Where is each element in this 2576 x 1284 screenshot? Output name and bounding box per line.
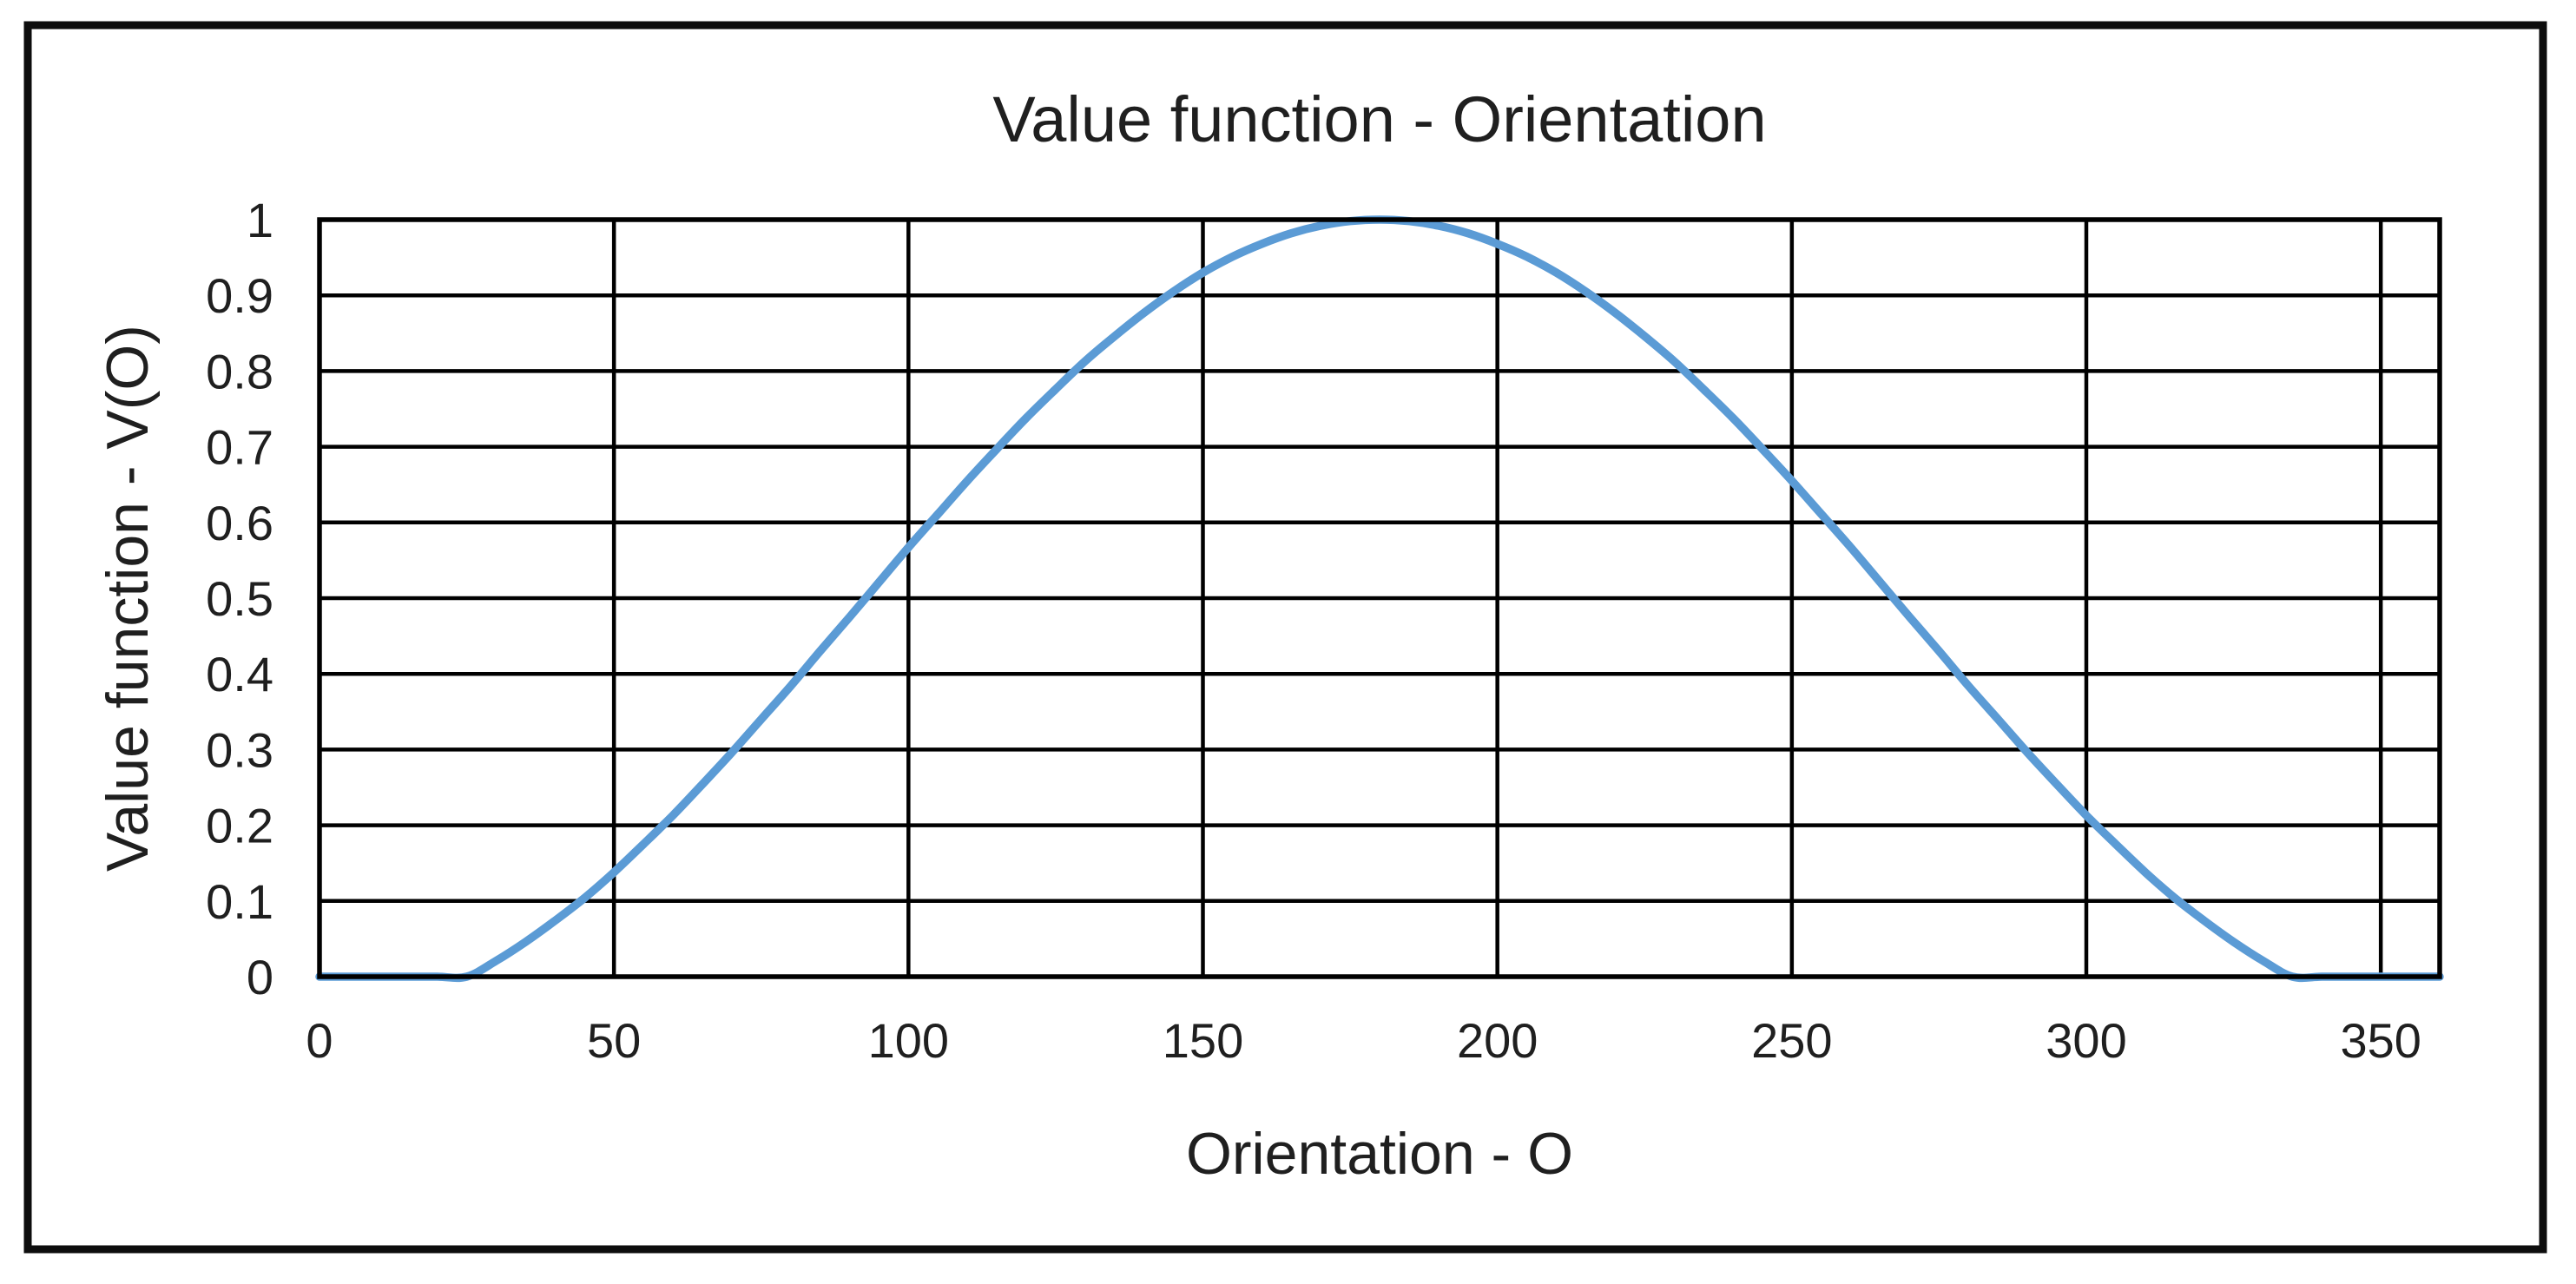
y-tick-label: 0.1 — [206, 874, 273, 929]
x-tick-label: 250 — [1751, 1013, 1832, 1068]
y-tick-label: 1 — [247, 193, 273, 247]
x-tick-label: 50 — [587, 1013, 641, 1068]
y-axis-title: Value function - V(O) — [95, 325, 161, 872]
x-axis-tick-labels: 0 50 100 150 200 250 300 350 — [306, 1013, 2421, 1068]
x-tick-label: 100 — [868, 1013, 949, 1068]
y-tick-label: 0.6 — [206, 496, 273, 550]
chart-title: Value function - Orientation — [992, 83, 1766, 155]
y-tick-label: 0.4 — [206, 647, 273, 701]
y-tick-label: 0.2 — [206, 799, 273, 853]
x-tick-label: 150 — [1163, 1013, 1243, 1068]
plot-area-border — [317, 217, 2442, 979]
y-tick-label: 0 — [247, 950, 273, 1004]
gridlines — [320, 220, 2440, 977]
x-axis-title: Orientation - O — [1186, 1121, 1573, 1187]
y-tick-label: 0.3 — [206, 722, 273, 777]
x-tick-label: 200 — [1457, 1013, 1538, 1068]
y-tick-label: 0.7 — [206, 420, 273, 475]
y-axis-tick-labels: 0 0.1 0.2 0.3 0.4 0.5 0.6 0.7 0.8 0.9 1 — [206, 193, 273, 1004]
x-tick-label: 300 — [2046, 1013, 2126, 1068]
outer-frame — [23, 21, 2547, 1254]
x-tick-label: 0 — [306, 1013, 333, 1068]
x-tick-label: 350 — [2340, 1013, 2421, 1068]
y-tick-label: 0.8 — [206, 344, 273, 398]
y-tick-label: 0.9 — [206, 268, 273, 323]
y-tick-label: 0.5 — [206, 571, 273, 626]
